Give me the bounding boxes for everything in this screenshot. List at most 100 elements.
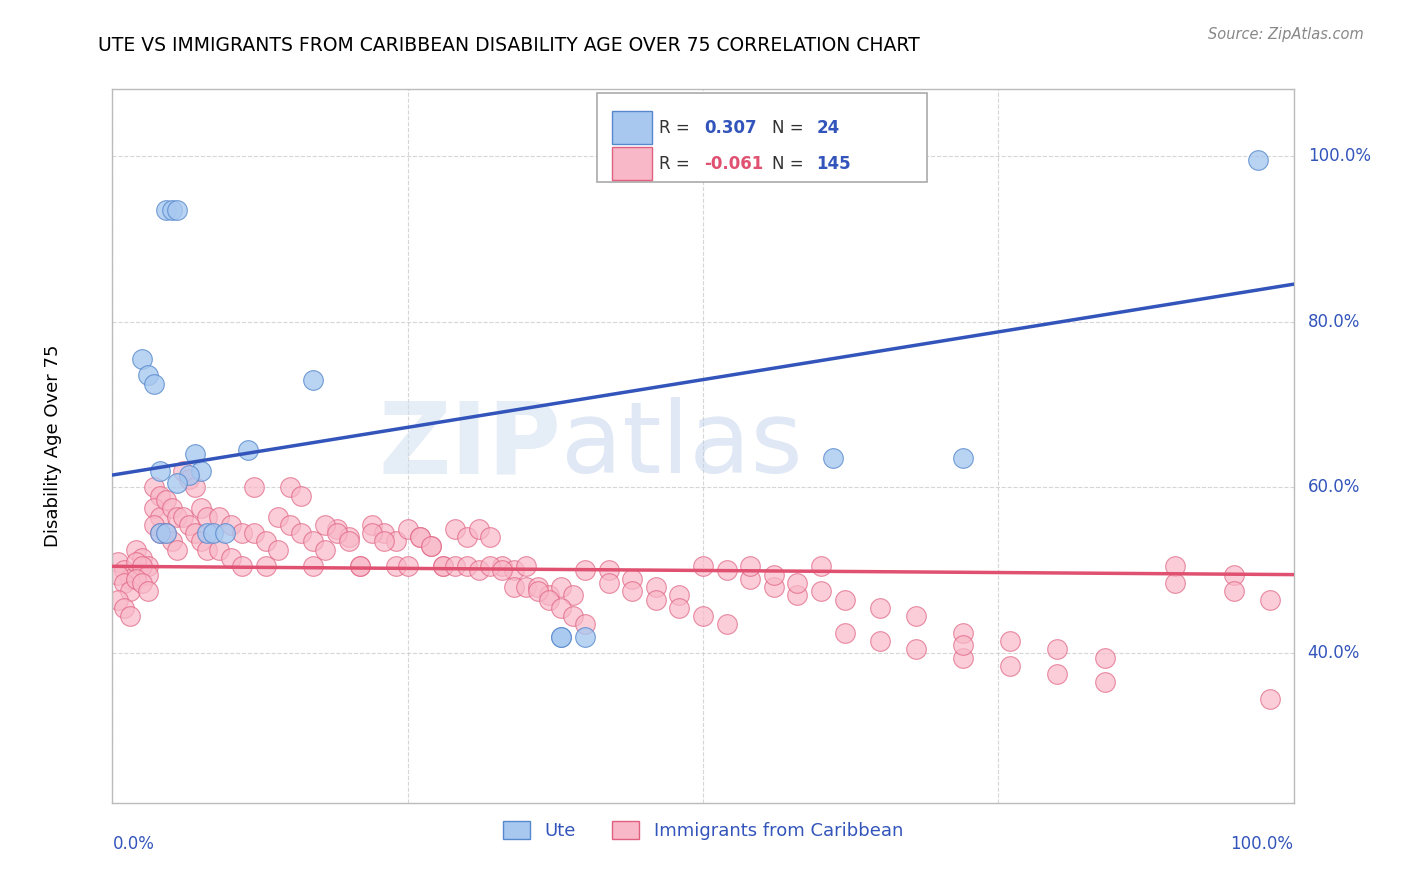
Point <box>190 534 212 549</box>
Point <box>574 630 596 644</box>
Point <box>112 600 135 615</box>
Point <box>149 489 172 503</box>
Point <box>396 559 419 574</box>
Point <box>668 600 690 615</box>
Point <box>526 584 548 599</box>
Point <box>184 526 207 541</box>
Legend: Ute, Immigrants from Caribbean: Ute, Immigrants from Caribbean <box>496 814 910 847</box>
Text: 100.0%: 100.0% <box>1230 835 1294 853</box>
Point <box>131 575 153 590</box>
Point <box>1094 675 1116 690</box>
Point <box>201 526 224 541</box>
Point <box>456 530 478 544</box>
Point <box>302 373 325 387</box>
Point <box>190 501 212 516</box>
Point <box>326 522 349 536</box>
Point <box>349 559 371 574</box>
Point <box>195 526 218 541</box>
Point <box>1164 559 1187 574</box>
Point <box>136 567 159 582</box>
Point <box>208 509 231 524</box>
Point <box>762 580 785 594</box>
Text: 100.0%: 100.0% <box>1308 146 1371 165</box>
Point <box>821 451 844 466</box>
Point <box>120 572 142 586</box>
Point <box>243 526 266 541</box>
Point <box>869 600 891 615</box>
Point <box>267 509 290 524</box>
Text: 40.0%: 40.0% <box>1308 644 1360 663</box>
Point <box>373 526 395 541</box>
Point <box>166 542 188 557</box>
Point <box>952 638 974 652</box>
Point <box>692 559 714 574</box>
Point <box>142 517 165 532</box>
Text: -0.061: -0.061 <box>704 154 763 173</box>
Point <box>112 564 135 578</box>
Point <box>550 630 572 644</box>
Point <box>337 534 360 549</box>
Point <box>538 588 561 602</box>
Point <box>432 559 454 574</box>
Point <box>644 580 666 594</box>
Point <box>179 517 201 532</box>
Text: atlas: atlas <box>561 398 803 494</box>
Point <box>503 564 526 578</box>
Point <box>644 592 666 607</box>
Point <box>1223 584 1246 599</box>
Point <box>503 580 526 594</box>
Text: 0.0%: 0.0% <box>112 835 155 853</box>
Point <box>810 559 832 574</box>
Point <box>131 559 153 574</box>
Point <box>155 526 177 541</box>
Point <box>1258 592 1281 607</box>
Point <box>538 592 561 607</box>
Point <box>998 634 1021 648</box>
Point <box>385 534 408 549</box>
Point <box>219 517 242 532</box>
Point <box>166 202 188 217</box>
Point <box>125 555 148 569</box>
Point <box>142 481 165 495</box>
Point <box>1094 650 1116 665</box>
Point <box>107 592 129 607</box>
Text: N =: N = <box>772 119 808 136</box>
Point <box>125 542 148 557</box>
Point <box>361 517 384 532</box>
Point <box>786 575 808 590</box>
Point <box>550 580 572 594</box>
Point <box>550 630 572 644</box>
Point <box>1247 153 1270 167</box>
Point <box>278 481 301 495</box>
Point <box>716 617 738 632</box>
Point <box>740 572 762 586</box>
Point <box>952 625 974 640</box>
FancyBboxPatch shape <box>612 147 652 180</box>
Point <box>254 534 277 549</box>
Point <box>160 534 183 549</box>
Point <box>160 202 183 217</box>
Text: UTE VS IMMIGRANTS FROM CARIBBEAN DISABILITY AGE OVER 75 CORRELATION CHART: UTE VS IMMIGRANTS FROM CARIBBEAN DISABIL… <box>98 36 920 54</box>
FancyBboxPatch shape <box>596 93 928 182</box>
Point <box>267 542 290 557</box>
Point <box>179 468 201 483</box>
Point <box>361 526 384 541</box>
Point <box>1258 692 1281 706</box>
Point <box>136 584 159 599</box>
Point <box>166 476 188 491</box>
Point <box>762 567 785 582</box>
Point <box>515 580 537 594</box>
Point <box>190 464 212 478</box>
Point <box>456 559 478 574</box>
Point <box>120 584 142 599</box>
Point <box>952 451 974 466</box>
Point <box>444 559 467 574</box>
Point <box>172 509 194 524</box>
Point <box>526 580 548 594</box>
Point <box>420 539 443 553</box>
Text: 0.307: 0.307 <box>704 119 756 136</box>
Point <box>373 534 395 549</box>
Point <box>574 564 596 578</box>
Text: 80.0%: 80.0% <box>1308 312 1360 331</box>
Point <box>149 464 172 478</box>
